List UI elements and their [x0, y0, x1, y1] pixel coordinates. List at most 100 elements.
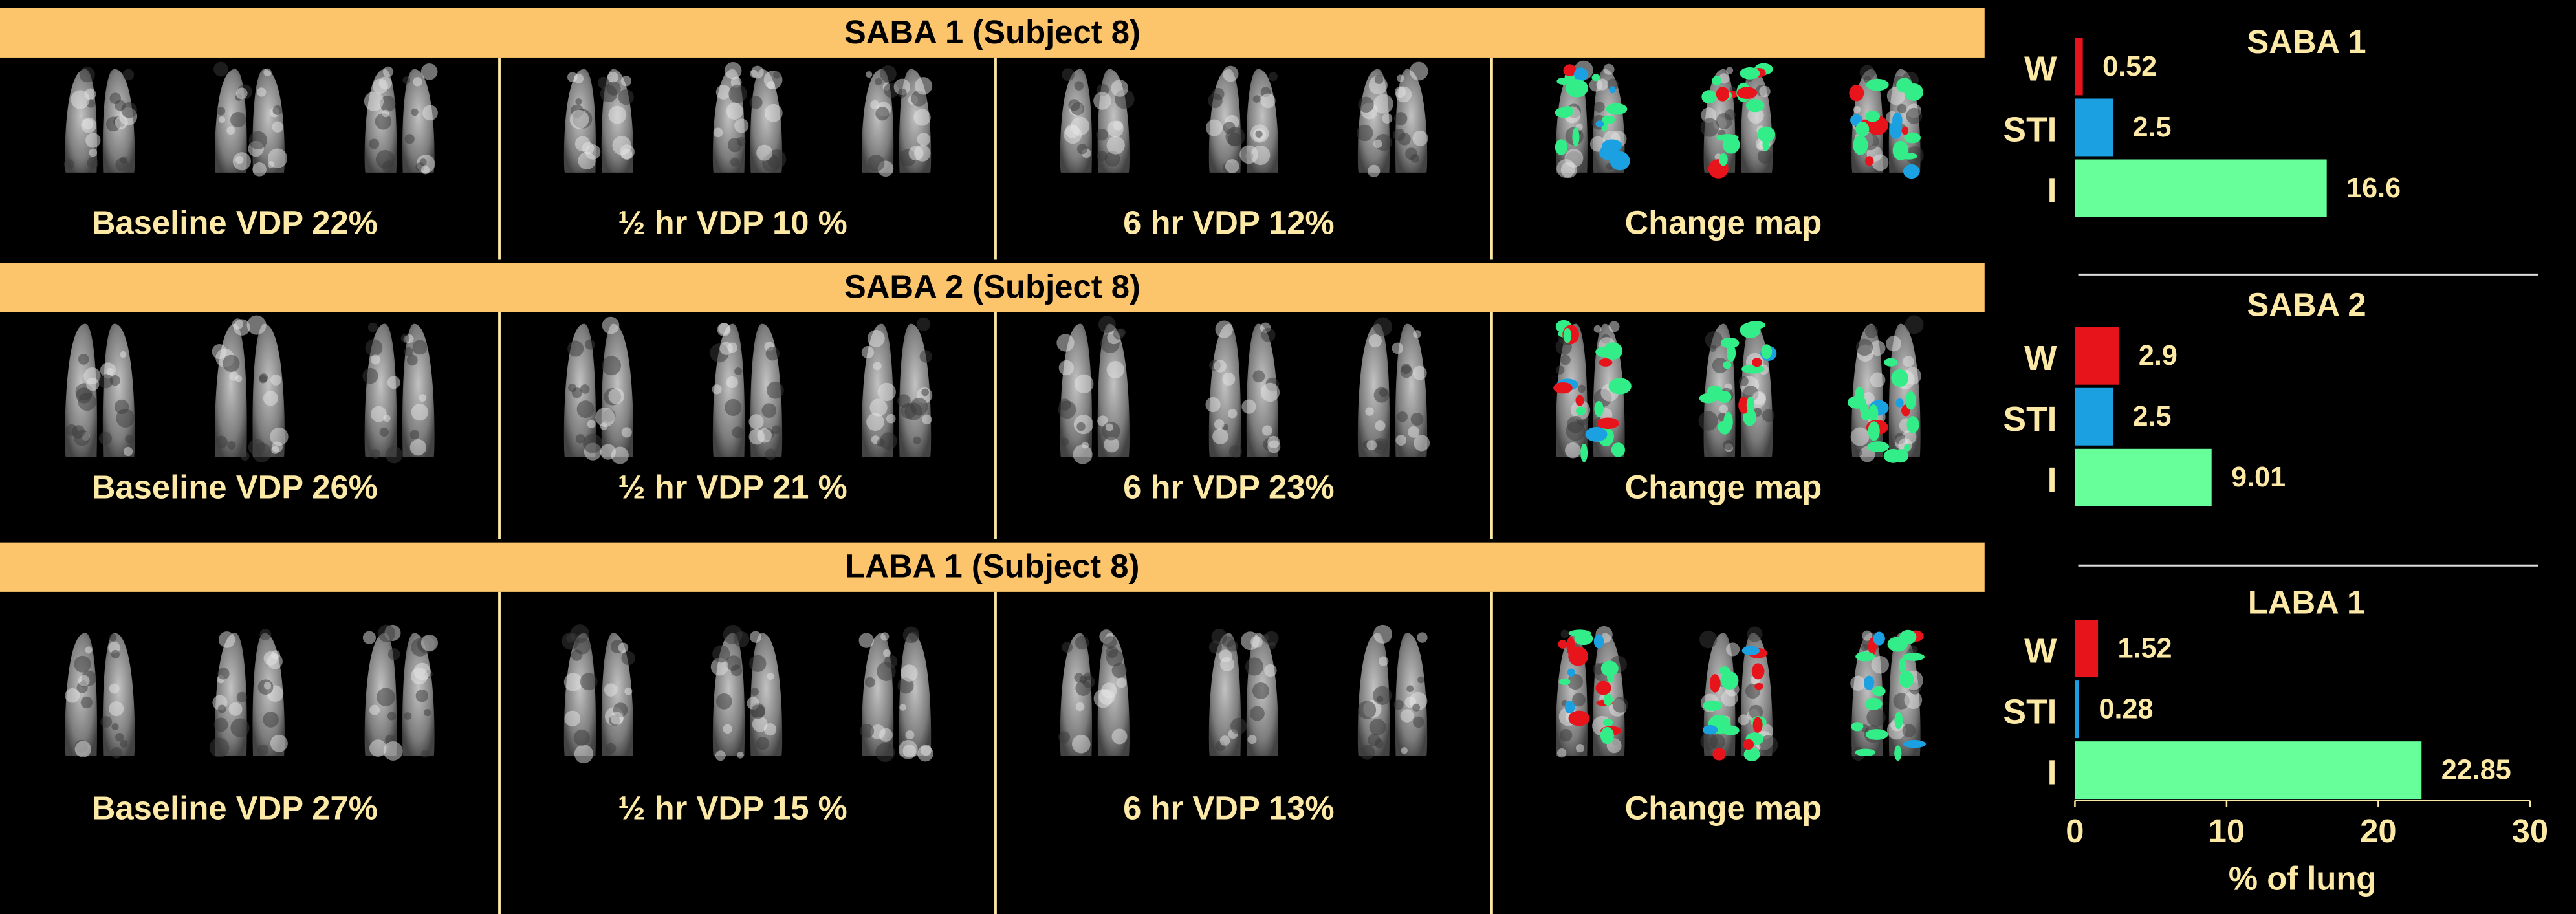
change-spot — [1740, 67, 1760, 80]
lung-texture — [767, 81, 776, 89]
lung-texture — [257, 87, 267, 97]
change-spot — [1762, 138, 1769, 152]
lung-texture — [409, 430, 420, 440]
change-spot — [1610, 151, 1630, 171]
value-label: 22.85 — [2441, 755, 2511, 786]
lung-texture — [1608, 321, 1620, 332]
change-spot — [1851, 722, 1864, 732]
change-spot — [1865, 111, 1881, 122]
lung-texture — [875, 743, 895, 763]
lung-texture — [765, 448, 777, 461]
change-spot — [1855, 748, 1876, 756]
image-caption: 6 hr VDP 12% — [1123, 204, 1334, 241]
lung-texture — [1870, 340, 1886, 356]
bar — [2075, 448, 2212, 506]
lung-texture — [116, 408, 135, 428]
image-caption: ½ hr VDP 10 % — [618, 204, 847, 241]
lung-texture — [1252, 95, 1261, 103]
lung-texture — [259, 629, 272, 641]
lung-texture — [1208, 93, 1223, 109]
lung-texture — [270, 375, 281, 386]
lung-texture — [1382, 113, 1393, 124]
lung-cell — [63, 61, 438, 177]
lung-texture — [1572, 693, 1586, 707]
lung-texture — [1062, 68, 1075, 82]
lung-texture — [406, 354, 418, 366]
change-spot — [1892, 449, 1909, 463]
lung-texture — [257, 744, 269, 756]
lung-texture — [1098, 689, 1115, 705]
chart-title: LABA 1 — [2248, 584, 2365, 621]
change-spot — [1853, 135, 1868, 155]
lung-texture — [1357, 701, 1377, 719]
lung-texture — [1757, 149, 1773, 164]
lung-texture — [1060, 437, 1069, 446]
lung-texture — [578, 151, 596, 170]
lung-texture — [1074, 673, 1084, 682]
change-spot — [1716, 391, 1732, 404]
lung-texture — [910, 398, 928, 416]
lung-texture — [420, 166, 430, 175]
lung-texture — [1373, 139, 1382, 148]
lung-texture — [1738, 376, 1749, 386]
lung-texture — [750, 704, 765, 719]
lung-texture — [724, 61, 742, 80]
lung-texture — [387, 712, 397, 721]
lung-texture — [602, 316, 620, 334]
lung-texture — [875, 78, 882, 86]
lung-texture — [1214, 360, 1227, 373]
lung-texture — [1400, 709, 1414, 723]
lung-texture — [365, 339, 383, 356]
lung-texture — [235, 87, 248, 100]
lung-texture — [1412, 365, 1427, 380]
lung-texture — [240, 452, 250, 461]
change-spot — [1600, 660, 1619, 677]
lung-texture — [1358, 96, 1374, 113]
lung-texture — [217, 668, 230, 680]
lung-texture — [1222, 372, 1236, 386]
lung-texture — [1576, 744, 1585, 753]
change-spot — [1884, 358, 1898, 367]
lung-texture — [1357, 124, 1373, 142]
lung-texture — [420, 634, 438, 651]
change-spot — [1712, 76, 1722, 86]
change-spot — [1597, 417, 1619, 430]
lung-texture — [1075, 635, 1089, 650]
lung-texture — [111, 723, 119, 730]
image-caption: Change map — [1625, 204, 1822, 241]
x-tick-label: 0 — [2066, 812, 2084, 849]
change-spot — [1872, 686, 1886, 697]
lung-texture — [230, 112, 246, 128]
lung-texture — [756, 737, 770, 750]
lung-texture — [765, 347, 780, 361]
lung-texture — [727, 138, 743, 153]
lung-texture — [1410, 413, 1424, 426]
lung-texture — [1261, 327, 1276, 342]
lung-texture — [916, 317, 931, 331]
lung-texture — [1752, 391, 1767, 405]
lung-texture — [1413, 435, 1430, 452]
lung-texture — [880, 65, 897, 82]
lung-texture — [860, 724, 875, 738]
change-spot — [1600, 726, 1614, 745]
lung-texture — [897, 394, 911, 408]
change-spot — [1738, 397, 1749, 414]
lung-texture — [1699, 630, 1718, 649]
lung-texture — [1208, 640, 1222, 654]
lung-texture — [595, 407, 615, 427]
image-caption: Baseline VDP 22% — [92, 204, 378, 241]
lung-texture — [913, 436, 921, 444]
lung-texture — [218, 631, 235, 648]
change-spot — [1866, 78, 1889, 91]
lung-texture — [864, 677, 875, 688]
lung-texture — [272, 441, 283, 453]
lung-texture — [880, 632, 890, 641]
lung-texture — [1612, 697, 1628, 713]
lung-texture — [1406, 685, 1414, 693]
lung-texture — [213, 61, 228, 77]
change-spot — [1754, 682, 1763, 690]
lung-texture — [109, 633, 117, 642]
lung-texture — [571, 649, 583, 661]
change-spot — [1719, 153, 1728, 166]
